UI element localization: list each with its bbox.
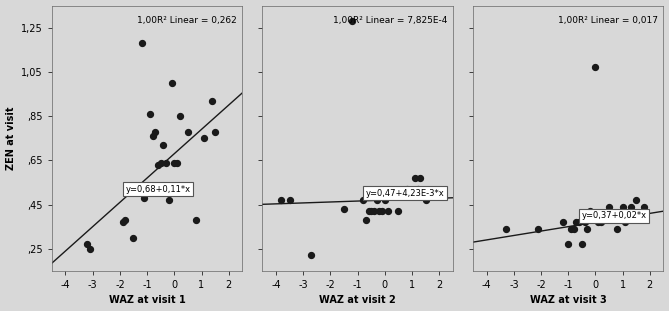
Point bbox=[590, 65, 601, 70]
Point bbox=[366, 209, 377, 214]
Point bbox=[595, 220, 606, 225]
Point bbox=[374, 209, 385, 214]
Point bbox=[161, 160, 171, 165]
Point bbox=[565, 226, 576, 231]
Point bbox=[150, 129, 161, 134]
Point bbox=[371, 197, 382, 202]
Point bbox=[166, 81, 177, 86]
Point bbox=[120, 217, 130, 222]
Text: y=0,68+0,11*x: y=0,68+0,11*x bbox=[125, 184, 191, 193]
Point bbox=[569, 226, 579, 231]
Point bbox=[579, 220, 590, 225]
Point bbox=[163, 197, 174, 202]
Point bbox=[169, 160, 180, 165]
Point bbox=[626, 204, 636, 209]
Text: y=0,47+4,23E-3*x: y=0,47+4,23E-3*x bbox=[366, 189, 445, 198]
Point bbox=[582, 226, 593, 231]
Point bbox=[577, 242, 587, 247]
Point bbox=[379, 197, 390, 202]
Point bbox=[139, 195, 150, 200]
Point bbox=[84, 246, 95, 251]
Point bbox=[145, 111, 155, 116]
Point bbox=[409, 175, 420, 180]
Point bbox=[420, 197, 431, 202]
Point bbox=[603, 204, 614, 209]
Text: y=0,37+0,02*x: y=0,37+0,02*x bbox=[582, 211, 647, 220]
Point bbox=[284, 197, 295, 202]
Point bbox=[191, 217, 201, 222]
Point bbox=[363, 209, 374, 214]
Point bbox=[500, 226, 511, 231]
Point bbox=[158, 142, 169, 147]
Point bbox=[147, 133, 158, 138]
Text: 1,00R² Linear = 7,825E-4: 1,00R² Linear = 7,825E-4 bbox=[332, 16, 447, 25]
Y-axis label: ZEN at visit: ZEN at visit bbox=[5, 106, 15, 170]
Text: 1,00R² Linear = 0,017: 1,00R² Linear = 0,017 bbox=[558, 16, 658, 25]
Point bbox=[199, 136, 209, 141]
Point bbox=[574, 220, 585, 225]
Point bbox=[382, 209, 393, 214]
Point bbox=[207, 98, 217, 103]
Point bbox=[401, 187, 412, 192]
Point bbox=[306, 253, 317, 258]
Point bbox=[563, 242, 573, 247]
Point bbox=[369, 209, 379, 214]
Point bbox=[620, 220, 631, 225]
Point bbox=[612, 226, 623, 231]
Point bbox=[155, 160, 166, 165]
Point bbox=[117, 220, 128, 225]
Point bbox=[393, 209, 404, 214]
Point bbox=[412, 187, 423, 192]
Point bbox=[153, 162, 163, 167]
Point bbox=[82, 242, 92, 247]
Point bbox=[276, 197, 287, 202]
Point bbox=[415, 175, 425, 180]
Point bbox=[358, 197, 369, 202]
Point bbox=[631, 197, 642, 202]
Point bbox=[347, 19, 357, 24]
Point bbox=[361, 217, 371, 222]
Point bbox=[172, 160, 183, 165]
Point bbox=[617, 204, 628, 209]
X-axis label: WAZ at visit 3: WAZ at visit 3 bbox=[530, 295, 607, 305]
Point bbox=[557, 220, 568, 225]
Point bbox=[210, 129, 221, 134]
X-axis label: WAZ at visit 1: WAZ at visit 1 bbox=[109, 295, 185, 305]
X-axis label: WAZ at visit 2: WAZ at visit 2 bbox=[319, 295, 396, 305]
Point bbox=[585, 209, 595, 214]
Point bbox=[183, 129, 193, 134]
Point bbox=[533, 226, 544, 231]
Text: 1,00R² Linear = 0,262: 1,00R² Linear = 0,262 bbox=[137, 16, 237, 25]
Point bbox=[571, 220, 582, 225]
Point bbox=[639, 204, 650, 209]
Point bbox=[593, 220, 603, 225]
Point bbox=[136, 41, 147, 46]
Point bbox=[128, 235, 139, 240]
Point bbox=[339, 207, 349, 211]
Point bbox=[175, 114, 185, 118]
Point bbox=[377, 209, 387, 214]
